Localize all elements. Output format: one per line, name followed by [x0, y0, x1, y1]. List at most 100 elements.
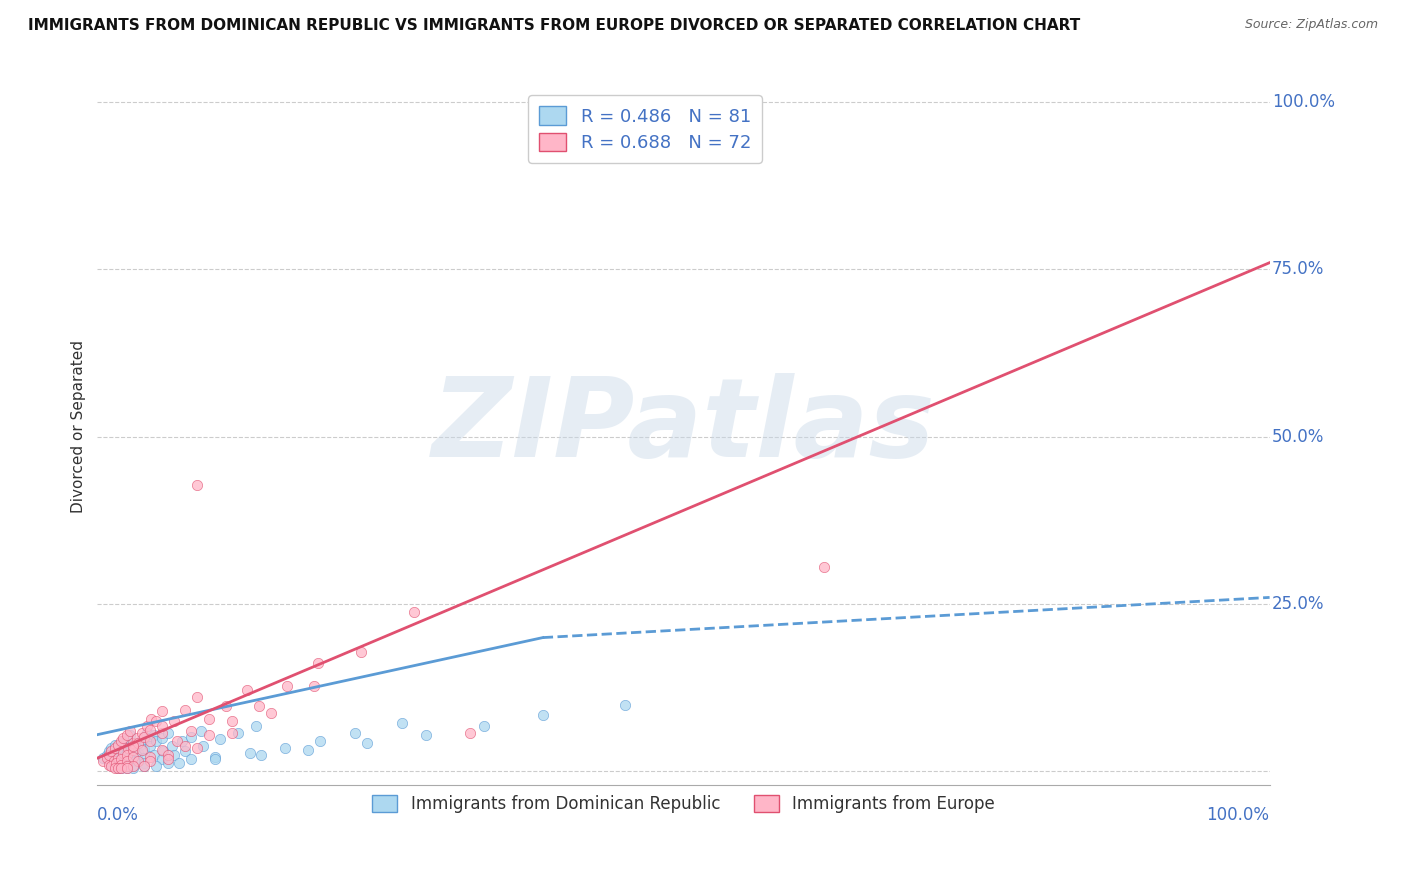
Point — [350, 645, 373, 659]
Text: Source: ZipAtlas.com: Source: ZipAtlas.com — [1244, 18, 1378, 31]
Point — [100, 741, 122, 756]
Text: 100.0%: 100.0% — [1272, 93, 1334, 111]
Point — [112, 731, 135, 745]
Point — [121, 749, 143, 764]
Point — [134, 741, 156, 756]
Point — [121, 759, 143, 773]
Point — [121, 736, 143, 750]
Point — [120, 728, 142, 742]
Point — [813, 560, 835, 574]
Point — [156, 725, 179, 739]
Point — [139, 755, 162, 769]
Point — [309, 734, 332, 748]
Point — [127, 746, 149, 760]
Point — [115, 731, 138, 745]
Point — [197, 712, 219, 726]
Point — [156, 752, 179, 766]
Text: ZIPatlas: ZIPatlas — [432, 373, 935, 480]
Point — [302, 679, 325, 693]
Point — [150, 731, 173, 745]
Point — [112, 746, 135, 760]
Point — [134, 759, 156, 773]
Point — [115, 761, 138, 775]
Point — [415, 728, 437, 742]
Point — [115, 747, 138, 762]
Point — [96, 751, 118, 765]
Point — [107, 749, 129, 764]
Point — [128, 738, 150, 752]
Point — [105, 755, 128, 769]
Point — [98, 755, 121, 769]
Point — [156, 756, 179, 771]
Point — [127, 736, 149, 750]
Point — [152, 744, 174, 758]
Point — [120, 744, 142, 758]
Point — [180, 730, 202, 744]
Point — [138, 731, 160, 745]
Point — [117, 741, 139, 756]
Point — [110, 761, 132, 775]
Point — [131, 732, 153, 747]
Point — [191, 739, 214, 753]
Point — [98, 757, 121, 772]
Point — [96, 747, 118, 762]
Point — [221, 725, 243, 739]
Point — [142, 747, 165, 762]
Point — [236, 682, 259, 697]
Point — [107, 761, 129, 775]
Point — [141, 712, 163, 726]
Point — [402, 605, 425, 619]
Point — [156, 747, 179, 762]
Point — [145, 714, 167, 729]
Point — [115, 752, 138, 766]
Point — [131, 725, 153, 739]
Point — [107, 751, 129, 765]
Point — [91, 755, 114, 769]
Point — [186, 478, 208, 492]
Point — [135, 725, 157, 739]
Point — [162, 714, 184, 729]
Legend: Immigrants from Dominican Republic, Immigrants from Europe: Immigrants from Dominican Republic, Immi… — [366, 788, 1001, 820]
Point — [142, 728, 165, 742]
Point — [209, 732, 232, 747]
Point — [190, 724, 212, 739]
Point — [107, 739, 129, 753]
Point — [110, 756, 132, 771]
Point — [121, 759, 143, 773]
Point — [104, 759, 127, 773]
Point — [239, 746, 262, 760]
Point — [105, 756, 128, 771]
Point — [110, 761, 132, 775]
Point — [103, 755, 125, 769]
Point — [112, 734, 135, 748]
Point — [124, 755, 146, 769]
Point — [107, 738, 129, 752]
Point — [356, 736, 378, 750]
Point — [121, 739, 143, 753]
Text: 50.0%: 50.0% — [1272, 428, 1324, 446]
Point — [180, 724, 202, 739]
Text: 25.0%: 25.0% — [1272, 595, 1324, 613]
Point — [186, 690, 208, 704]
Point — [121, 743, 143, 757]
Point — [115, 755, 138, 769]
Point — [226, 725, 249, 739]
Point — [110, 752, 132, 766]
Point — [245, 719, 267, 733]
Point — [276, 679, 298, 693]
Point — [174, 703, 197, 717]
Point — [166, 734, 188, 748]
Point — [170, 734, 193, 748]
Point — [150, 752, 173, 766]
Point — [274, 741, 297, 756]
Point — [531, 707, 554, 722]
Point — [114, 747, 136, 762]
Point — [104, 741, 127, 756]
Text: 100.0%: 100.0% — [1206, 806, 1270, 824]
Point — [174, 744, 197, 758]
Point — [307, 656, 329, 670]
Point — [139, 739, 162, 753]
Point — [91, 751, 114, 765]
Point — [124, 741, 146, 756]
Point — [121, 749, 143, 764]
